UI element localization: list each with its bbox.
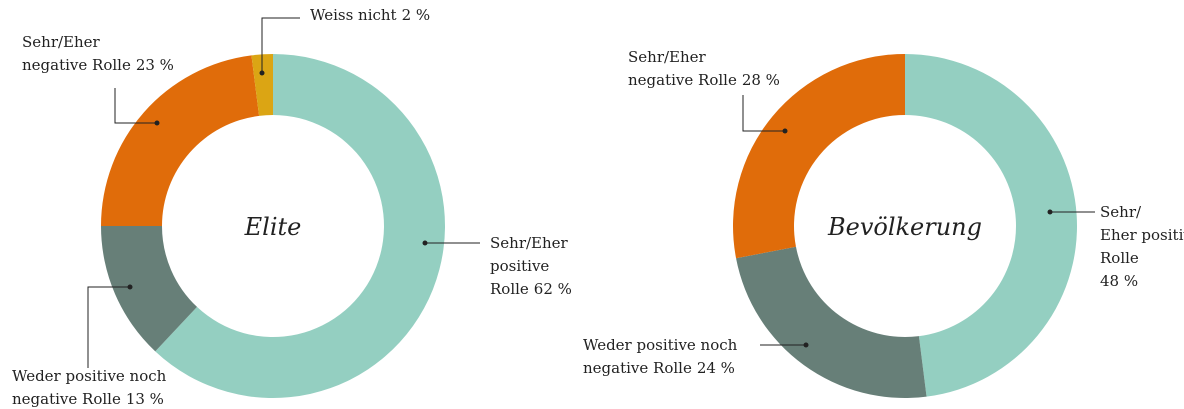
leader-line (261, 17, 300, 73)
leader-dot (422, 240, 428, 246)
slice-label: Sehr/Eher positive Rolle (490, 234, 572, 298)
center-title: Bevölkerung (827, 213, 982, 241)
label-line: Rolle (1100, 249, 1139, 267)
leader-dot (259, 70, 265, 76)
value-label: 23 % (136, 56, 174, 74)
label-line: Weder positive noch (583, 336, 742, 354)
label-line: Weder positive noch (12, 367, 171, 385)
value-label: 62 % (534, 280, 572, 298)
slice-label: Weder positive noch negative Rolle (583, 336, 742, 377)
slice-label: Weder positive noch negative Rolle (12, 367, 171, 408)
donut-slice (155, 54, 445, 398)
donut-slice (732, 54, 905, 259)
label-line: positive (490, 257, 554, 275)
slice-label: Sehr/Eher positive Rolle (1100, 203, 1184, 267)
label-line: Sehr/Eher (628, 48, 710, 66)
value-label: 24 % (697, 359, 735, 377)
leader-dot (154, 120, 160, 126)
leader-dot (127, 284, 133, 290)
label-line: Rolle (490, 280, 529, 298)
leader-line (742, 95, 785, 132)
value-label: 48 % (1100, 272, 1138, 290)
label-line: Weiss nicht (310, 6, 397, 24)
value-label: 28 % (742, 71, 780, 89)
label-line: negative Rolle (22, 56, 131, 74)
label-line: Sehr/ (1100, 203, 1142, 221)
label-line: negative Rolle (12, 390, 121, 408)
donut-slice (736, 246, 927, 399)
donut-slice (101, 226, 198, 352)
leader-dot (803, 342, 809, 348)
value-label: 2 % (402, 6, 431, 24)
leader-dot (1047, 209, 1053, 215)
label-line: negative Rolle (583, 359, 692, 377)
donut-slice (251, 54, 273, 116)
label-line: Sehr/Eher (22, 33, 104, 51)
donut-slice (101, 55, 260, 227)
leader-line (87, 286, 130, 368)
label-line: Sehr/Eher (490, 234, 572, 252)
donut-slice (905, 54, 1077, 397)
value-label: 13 % (126, 390, 164, 408)
slice-label: Sehr/Eher negative Rolle (22, 33, 131, 74)
leader-dot (782, 128, 788, 134)
slice-label: Weiss nicht (310, 6, 397, 24)
center-title: Elite (244, 213, 302, 241)
label-line: negative Rolle (628, 71, 737, 89)
slice-label: Sehr/Eher negative Rolle (628, 48, 737, 89)
leader-line (114, 88, 157, 124)
label-line: Eher positive (1100, 226, 1184, 244)
